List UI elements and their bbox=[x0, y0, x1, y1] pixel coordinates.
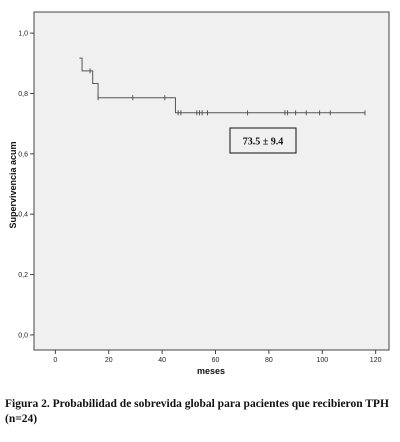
plot-area bbox=[33, 11, 390, 351]
x-tick-label: 60 bbox=[212, 357, 220, 364]
x-tick-label: 0 bbox=[53, 357, 57, 364]
y-tick-label: 0,0 bbox=[18, 332, 28, 339]
x-axis-title: meses bbox=[197, 366, 225, 376]
censor-marks bbox=[89, 68, 366, 116]
y-axis: 0,0 0,2 0,4 0,6 0,8 1,0 bbox=[18, 31, 34, 339]
x-tick-label: 120 bbox=[370, 357, 382, 364]
figure-caption: Figura 2. Probabilidad de sobrevida glob… bbox=[5, 398, 389, 425]
survival-step-line bbox=[79, 57, 365, 114]
x-tick-label: 40 bbox=[158, 357, 166, 364]
y-tick-label: 0,6 bbox=[18, 151, 28, 158]
estimate-box bbox=[229, 127, 297, 154]
y-tick-label: 1,0 bbox=[18, 31, 28, 38]
y-tick-label: 0,4 bbox=[18, 212, 28, 219]
survival-estimate-label: 73.5 ± 9.4 bbox=[243, 137, 284, 148]
y-tick-label: 0,2 bbox=[18, 272, 28, 279]
x-axis: 0 20 40 60 80 100 120 bbox=[53, 350, 382, 364]
y-tick-label: 0,8 bbox=[18, 91, 28, 98]
x-tick-label: 100 bbox=[316, 357, 328, 364]
x-tick-label: 20 bbox=[105, 357, 113, 364]
y-axis-title: Supervivencia acum bbox=[8, 141, 18, 228]
survival-chart: 0,0 0,2 0,4 0,6 0,8 1,0 0 20 40 60 80 100 120 73.5 … bbox=[8, 11, 390, 376]
x-tick-label: 80 bbox=[265, 357, 273, 364]
